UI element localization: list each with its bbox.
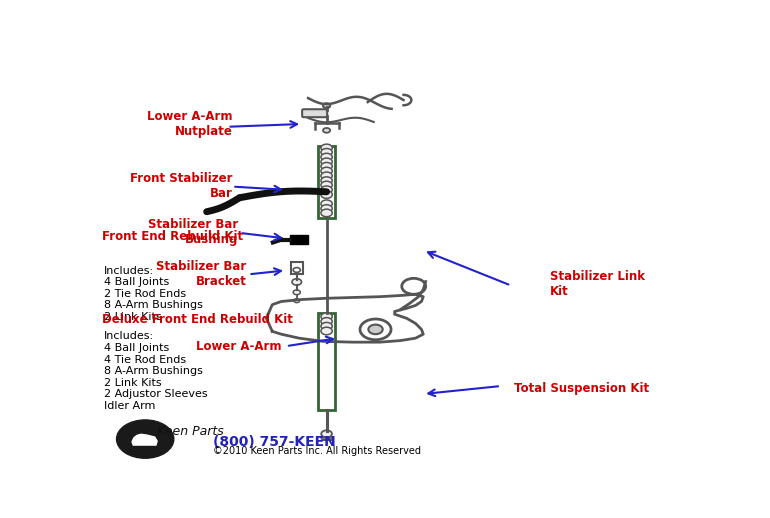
Circle shape: [321, 153, 333, 161]
Circle shape: [321, 149, 333, 156]
Circle shape: [321, 163, 333, 170]
Text: Total Suspension Kit: Total Suspension Kit: [514, 382, 649, 395]
Text: Deluxe Front End Rebuild Kit: Deluxe Front End Rebuild Kit: [102, 313, 293, 326]
Text: Front Stabilizer
Bar: Front Stabilizer Bar: [130, 172, 233, 200]
Circle shape: [323, 103, 330, 108]
Circle shape: [321, 181, 333, 189]
Circle shape: [321, 172, 333, 180]
Circle shape: [293, 290, 300, 295]
Text: (800) 757-KEEN: (800) 757-KEEN: [213, 435, 336, 449]
Text: Stabilizer Link
Kit: Stabilizer Link Kit: [550, 269, 644, 297]
Bar: [318, 146, 335, 218]
Text: Stabilizer Bar
Bushing: Stabilizer Bar Bushing: [148, 218, 238, 246]
Circle shape: [321, 186, 333, 194]
Circle shape: [321, 191, 333, 198]
Circle shape: [360, 319, 391, 340]
FancyBboxPatch shape: [302, 109, 327, 117]
Text: Front End Rebuild Kit: Front End Rebuild Kit: [102, 231, 243, 243]
Circle shape: [321, 158, 333, 166]
Circle shape: [321, 167, 333, 175]
Circle shape: [294, 299, 300, 303]
Circle shape: [321, 177, 333, 184]
Circle shape: [323, 128, 330, 133]
Circle shape: [292, 279, 302, 285]
Bar: [318, 313, 335, 410]
Circle shape: [321, 205, 333, 212]
Polygon shape: [132, 434, 157, 445]
Circle shape: [116, 420, 174, 458]
Text: Includes:
4 Ball Joints
2 Tie Rod Ends
8 A-Arm Bushings
2 Link Kits: Includes: 4 Ball Joints 2 Tie Rod Ends 8…: [104, 266, 203, 322]
Text: Keen Parts: Keen Parts: [157, 425, 224, 438]
Circle shape: [321, 200, 333, 208]
Text: Stabilizer Bar
Bracket: Stabilizer Bar Bracket: [156, 260, 246, 287]
Text: Lower A-Arm
Nutplate: Lower A-Arm Nutplate: [147, 110, 233, 138]
Text: ©2010 Keen Parts Inc. All Rights Reserved: ©2010 Keen Parts Inc. All Rights Reserve…: [213, 446, 420, 456]
Circle shape: [321, 327, 333, 335]
Circle shape: [321, 313, 333, 321]
Circle shape: [321, 318, 333, 325]
Circle shape: [368, 325, 383, 334]
Circle shape: [321, 144, 333, 152]
Circle shape: [321, 322, 333, 330]
Circle shape: [402, 278, 426, 294]
Bar: [291, 263, 303, 274]
Text: Includes:
4 Ball Joints
4 Tie Rod Ends
8 A-Arm Bushings
2 Link Kits
2 Adjustor S: Includes: 4 Ball Joints 4 Tie Rod Ends 8…: [104, 332, 208, 411]
Text: Lower A-Arm: Lower A-Arm: [196, 340, 281, 353]
Circle shape: [321, 430, 332, 438]
Bar: [290, 235, 308, 244]
Circle shape: [321, 209, 333, 217]
